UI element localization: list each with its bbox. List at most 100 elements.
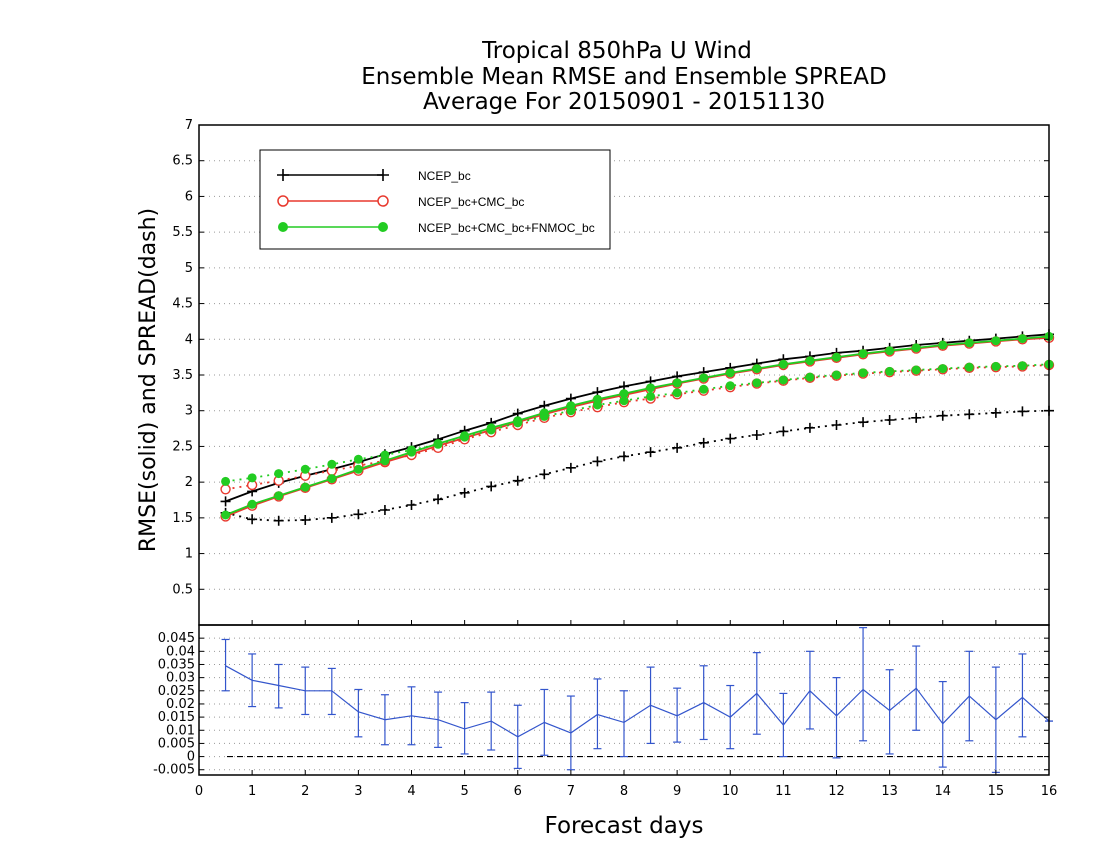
lower-y-tick-label: 0 [187, 750, 195, 765]
spread-point-ncep-cmc-fnmoc [566, 406, 576, 416]
spread-point-ncep [831, 420, 842, 430]
spread-point-ncep [725, 433, 736, 444]
difference-layer [221, 627, 1053, 773]
rmse-point-ncep-cmc-fnmoc [274, 491, 284, 501]
rmse-point-ncep [220, 496, 231, 507]
spread-line-ncep-cmc [225, 364, 1050, 491]
x-axis-label: Forecast days [545, 813, 704, 839]
spread-point-ncep [565, 462, 576, 473]
spread-point-ncep [1017, 406, 1028, 417]
x-tick-label: 12 [828, 784, 845, 799]
spread-point-ncep-cmc-fnmoc [274, 469, 284, 479]
rmse-point-ncep-cmc-fnmoc [672, 378, 682, 388]
lower-y-tick-label: 0.025 [158, 684, 195, 699]
spread-point-ncep [326, 512, 337, 523]
spread-point-ncep [672, 442, 683, 453]
spread-point-ncep-cmc-fnmoc [832, 370, 841, 380]
legend-marker-ncep-1 [277, 169, 289, 181]
spread-point-ncep-cmc-fnmoc [539, 411, 549, 421]
y-axis-label: RMSE(solid) and SPREAD(dash) [136, 208, 161, 552]
x-tick-label: 3 [354, 784, 362, 799]
spread-point-ncep-cmc-fnmoc [353, 454, 363, 464]
legend-entry-ncep: NCEP_bc [277, 169, 471, 183]
spread-point-ncep-cmc-fnmoc [1017, 361, 1027, 371]
y-tick-label: 2.5 [172, 439, 193, 454]
rmse-line-ncep [225, 333, 1050, 503]
spread-point-ncep [353, 509, 364, 520]
spread-point-ncep-cmc-fnmoc [460, 432, 470, 442]
spread-point-ncep-cmc-fnmoc [619, 396, 629, 406]
spread-point-ncep-cmc-fnmoc [752, 378, 762, 388]
rmse-point-ncep-cmc-fnmoc [991, 336, 1001, 346]
spread-point-ncep [486, 481, 497, 492]
spread-point-ncep [911, 412, 922, 423]
rmse-point-ncep-cmc-fnmoc [646, 383, 656, 393]
spread-point-ncep-cmc-fnmoc [991, 361, 1001, 371]
y-tick-label: 4.5 [172, 297, 193, 312]
y-tick-label: 0.5 [172, 582, 193, 597]
y-tick-label: 1.5 [172, 511, 193, 526]
lower-y-tick-label: 0.04 [166, 644, 195, 659]
spread-point-ncep [433, 494, 444, 505]
x-tick-label: 5 [460, 784, 468, 799]
difference-line [225, 665, 1050, 738]
x-tick-label: 7 [567, 784, 575, 799]
spread-point-ncep [990, 407, 1001, 418]
rmse-point-ncep-cmc-fnmoc [247, 499, 257, 509]
y-tick-label: 4 [185, 332, 193, 347]
x-tick-label: 8 [620, 784, 628, 799]
y-tick-label: 2 [185, 475, 193, 490]
spread-point-ncep [459, 487, 470, 498]
y-tick-label: 6.5 [172, 154, 193, 169]
spread-point-ncep-cmc-fnmoc [964, 362, 974, 372]
spread-point-ncep [273, 515, 284, 526]
rmse-point-ncep-cmc-fnmoc [725, 368, 735, 378]
spread-point-ncep-cmc [220, 484, 231, 495]
rmse-point-ncep-cmc-fnmoc [858, 349, 868, 359]
x-tick-label: 10 [722, 784, 739, 799]
spread-point-ncep-cmc-fnmoc [592, 400, 602, 410]
rmse-point-ncep-cmc-fnmoc [964, 338, 974, 348]
spread-point-ncep [778, 426, 789, 437]
rmse-point-ncep-cmc-fnmoc [353, 464, 363, 474]
rmse-point-ncep-cmc-fnmoc [938, 340, 948, 350]
y-tick-label: 6 [185, 189, 193, 204]
rmse-point-ncep-cmc-fnmoc [778, 359, 788, 369]
spread-point-ncep-cmc-fnmoc [805, 372, 815, 382]
x-tick-label: 6 [514, 784, 522, 799]
x-tick-label: 16 [1041, 784, 1058, 799]
chart-title: Tropical 850hPa U Wind Ensemble Mean RMS… [361, 38, 886, 115]
spread-point-ncep-cmc-fnmoc [486, 425, 496, 435]
spread-point-ncep [645, 447, 656, 458]
x-tick-label: 13 [881, 784, 898, 799]
spread-point-ncep-cmc-fnmoc [407, 445, 416, 455]
x-tick-label: 9 [673, 784, 681, 799]
y-tick-label: 3 [185, 404, 193, 419]
rmse-point-ncep-cmc-fnmoc [221, 510, 231, 520]
lower-y-tick-label: 0.005 [158, 736, 195, 751]
title-line-3: Average For 20150901 - 20151130 [423, 89, 825, 115]
legend-entry-ncep-cmc: NCEP_bc+CMC_bc [277, 195, 524, 209]
rmse-point-ncep-cmc-fnmoc [832, 352, 841, 362]
y-tick-label: 3.5 [172, 368, 193, 383]
x-tick-label: 11 [775, 784, 792, 799]
x-tick-label: 0 [195, 784, 203, 799]
spread-point-ncep [300, 515, 311, 525]
spread-point-ncep [539, 469, 550, 480]
legend-label-ncep-cmc: NCEP_bc+CMC_bc [418, 195, 524, 209]
spread-point-ncep-cmc-fnmoc [646, 391, 656, 401]
x-tick-label: 2 [301, 784, 309, 799]
y-tick-label: 1 [185, 547, 193, 562]
x-tick-label: 14 [934, 784, 951, 799]
legend: NCEP_bc NCEP_bc+CMC_bc NCEP_bc+CMC_bc+FN… [259, 149, 611, 250]
spread-point-ncep-cmc-fnmoc [911, 365, 921, 375]
y-tick-label: 5 [185, 261, 193, 276]
title-line-1: Tropical 850hPa U Wind [481, 38, 752, 64]
lower-y-tick-label: 0.015 [158, 710, 195, 725]
legend-marker-ncep-cmc-2 [377, 195, 389, 207]
legend-label-ncep: NCEP_bc [418, 169, 471, 183]
spread-point-ncep [964, 409, 975, 420]
spread-point-ncep-cmc-fnmoc [300, 464, 310, 474]
rmse-point-ncep-cmc-fnmoc [327, 474, 337, 484]
